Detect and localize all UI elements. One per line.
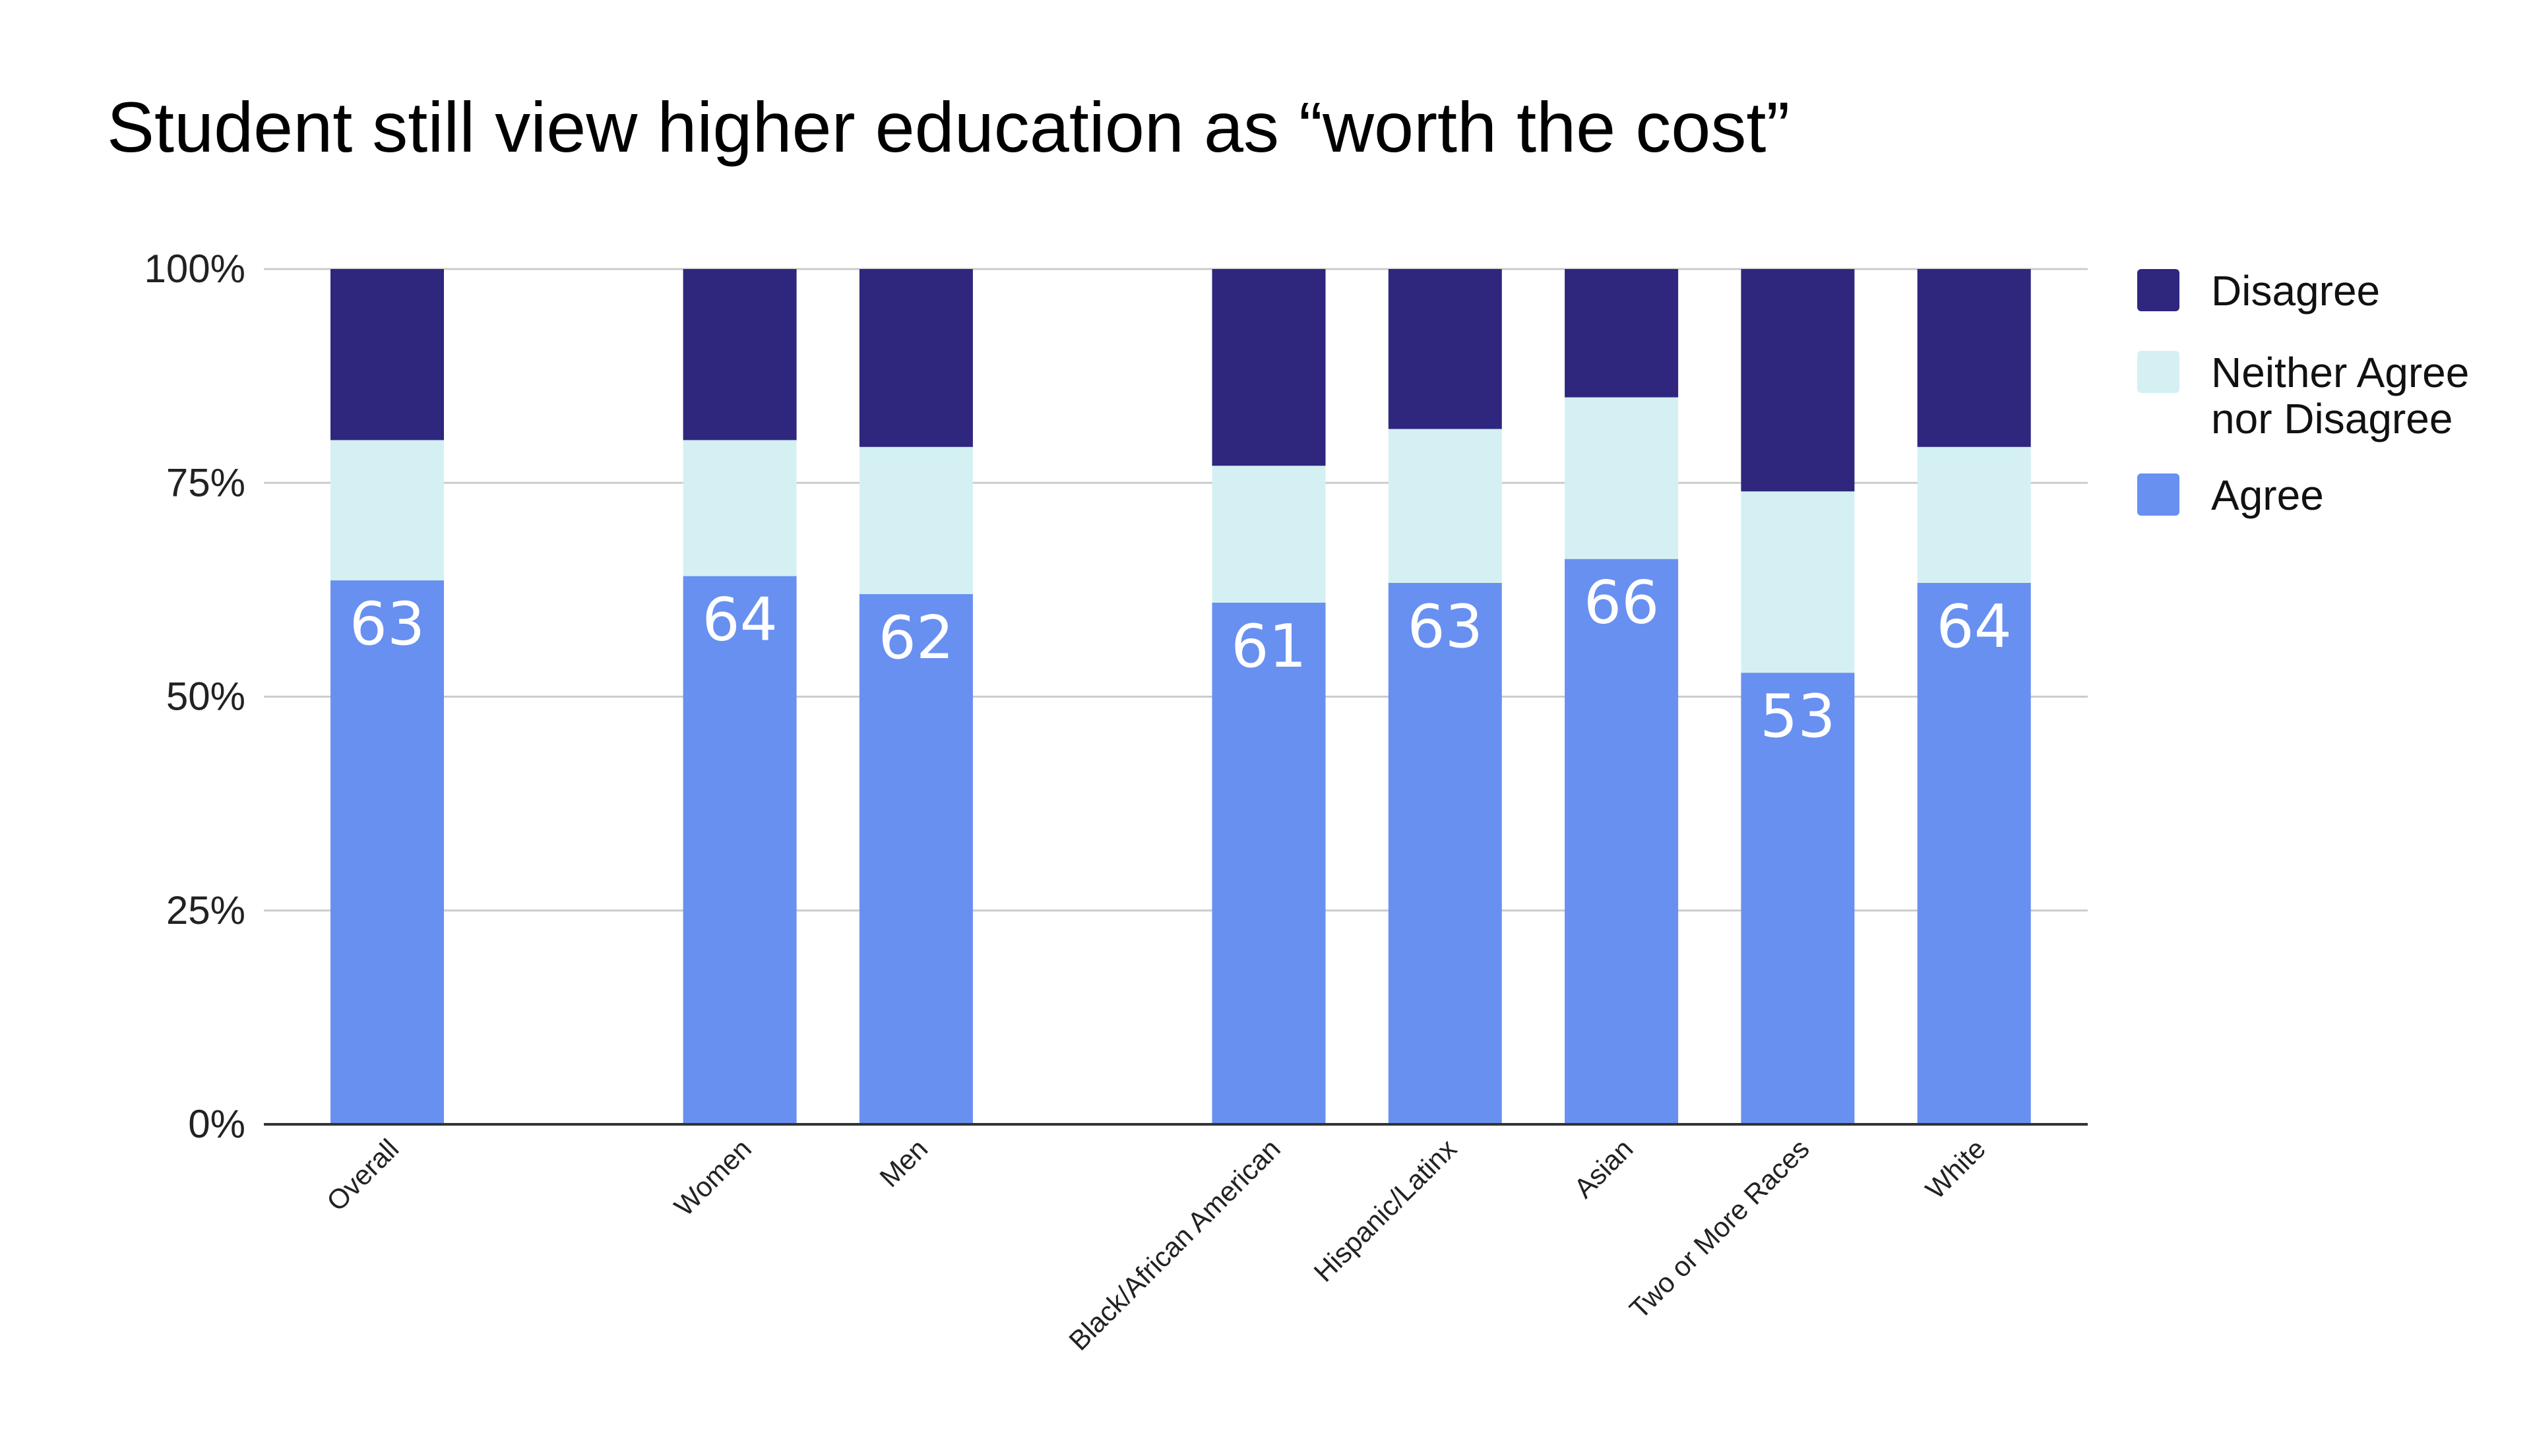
bar-segment-neither-agree-nor-disagree bbox=[1565, 397, 1679, 559]
bar-segment-neither-agree-nor-disagree bbox=[330, 440, 444, 581]
data-label: 66 bbox=[1584, 568, 1660, 638]
x-tick-label: Hispanic/Latinx bbox=[1308, 1133, 1463, 1288]
y-tick-label: 100% bbox=[144, 247, 245, 291]
bar-segment-agree bbox=[859, 593, 973, 1124]
bar-segment-agree bbox=[683, 576, 797, 1124]
bar-segment-disagree bbox=[1917, 269, 2031, 447]
bar-segment-neither-agree-nor-disagree bbox=[1388, 429, 1502, 583]
x-tick-label: Two or More Races bbox=[1623, 1133, 1815, 1325]
bar-segment-neither-agree-nor-disagree bbox=[859, 446, 973, 594]
legend-label: Agree bbox=[2211, 471, 2324, 519]
chart-title: Student still view higher education as “… bbox=[107, 87, 1790, 167]
x-tick-label: Black/African American bbox=[1063, 1133, 1286, 1356]
bars bbox=[330, 269, 2031, 1124]
bar-segment-neither-agree-nor-disagree bbox=[1917, 446, 2031, 583]
bar-segment-disagree bbox=[1212, 269, 1326, 466]
data-label: 53 bbox=[1760, 682, 1836, 751]
y-tick-label: 50% bbox=[166, 675, 245, 719]
bar-segment-agree bbox=[1212, 602, 1326, 1124]
bar-segment-disagree bbox=[1565, 269, 1679, 398]
data-label: 63 bbox=[1408, 592, 1484, 661]
bar-segment-neither-agree-nor-disagree bbox=[1212, 466, 1326, 603]
legend-label: Neither Agree bbox=[2211, 349, 2469, 396]
legend-label: nor Disagree bbox=[2211, 395, 2453, 442]
bar-segment-agree bbox=[1388, 582, 1502, 1124]
bar-segment-agree bbox=[1565, 559, 1679, 1124]
data-label: 63 bbox=[350, 590, 425, 659]
data-label: 64 bbox=[1936, 592, 2012, 661]
legend-swatch bbox=[2137, 473, 2179, 516]
legend-swatch bbox=[2137, 351, 2179, 393]
y-tick-label: 0% bbox=[188, 1102, 245, 1146]
bar-segment-neither-agree-nor-disagree bbox=[683, 440, 797, 576]
legend-swatch bbox=[2137, 269, 2179, 311]
legend-label: Disagree bbox=[2211, 267, 2380, 315]
x-tick-label: Women bbox=[668, 1133, 757, 1222]
x-tick-label: Asian bbox=[1568, 1133, 1639, 1204]
data-label: 62 bbox=[879, 603, 954, 673]
y-tick-label: 25% bbox=[166, 888, 245, 932]
bar-segment-disagree bbox=[859, 269, 973, 447]
data-label: 61 bbox=[1231, 612, 1307, 681]
x-axis: Overall Women Men Black/African American His… bbox=[321, 1133, 1991, 1356]
data-labels: 63 64 62 61 63 66 53 64 bbox=[350, 568, 2012, 752]
y-axis: 0% 25% 50% 75% 100% bbox=[144, 247, 2088, 1146]
bar-segment-agree bbox=[1917, 582, 2031, 1124]
x-tick-label: White bbox=[1920, 1133, 1991, 1205]
bar-segment-disagree bbox=[1741, 269, 1855, 492]
x-tick-label: Overall bbox=[321, 1133, 404, 1217]
bar-segment-agree bbox=[1741, 673, 1855, 1124]
x-tick-label: Men bbox=[873, 1133, 933, 1193]
bar-segment-disagree bbox=[1388, 269, 1502, 429]
bar-segment-agree bbox=[330, 580, 444, 1124]
bar-segment-disagree bbox=[330, 269, 444, 440]
data-label: 64 bbox=[702, 586, 778, 655]
bar-segment-neither-agree-nor-disagree bbox=[1741, 491, 1855, 673]
y-tick-label: 75% bbox=[166, 460, 245, 504]
bar-segment-disagree bbox=[683, 269, 797, 440]
